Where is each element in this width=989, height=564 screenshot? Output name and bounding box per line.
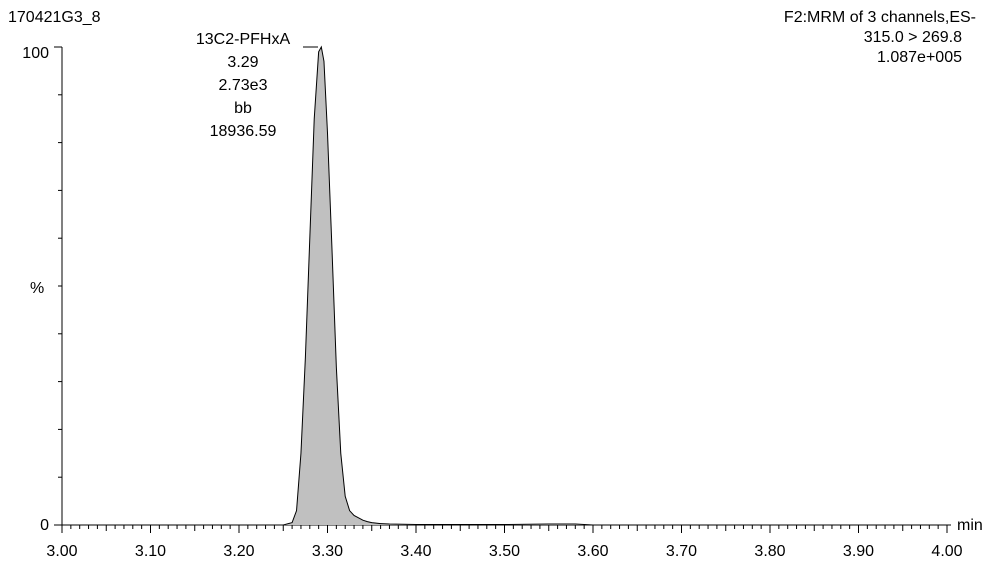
y-tick-label-0: 0 xyxy=(40,517,49,534)
x-tick-label: 3.10 xyxy=(135,543,166,560)
series-line xyxy=(62,45,947,526)
x-axis-label: min xyxy=(957,517,983,534)
transition-label: 315.0 > 269.8 xyxy=(864,29,962,46)
series xyxy=(62,45,947,526)
function-label: F2:MRM of 3 channels,ES- xyxy=(784,9,976,26)
x-tick-label: 3.00 xyxy=(46,543,77,560)
x-tick-label: 3.20 xyxy=(223,543,254,560)
peak-integration-type: bb xyxy=(234,100,252,117)
x-tick-label: 3.70 xyxy=(666,543,697,560)
peak-area-fill xyxy=(62,47,947,525)
y-tick-label-100: 100 xyxy=(22,45,49,62)
peak-retention-time: 3.29 xyxy=(227,54,258,71)
peak-area: 18936.59 xyxy=(210,123,277,140)
x-tick-label: 4.00 xyxy=(931,543,962,560)
sample-id: 170421G3_8 xyxy=(8,9,101,26)
x-tick-label: 3.60 xyxy=(577,543,608,560)
y-axis-label: % xyxy=(30,280,44,297)
x-tick-label: 3.50 xyxy=(489,543,520,560)
peak-name: 13C2-PFHxA xyxy=(196,31,291,48)
x-ticks: 3.00 3.10 3.20 3.30 3.40 3.50 3.60 3.70 3.80 3.90… xyxy=(46,525,963,560)
x-tick-label: 3.30 xyxy=(312,543,343,560)
x-tick-label: 3.80 xyxy=(754,543,785,560)
intensity-label: 1.087e+005 xyxy=(877,49,962,66)
peak-height: 2.73e3 xyxy=(219,77,268,94)
x-tick-label: 3.90 xyxy=(843,543,874,560)
x-tick-label: 3.40 xyxy=(400,543,431,560)
axes xyxy=(54,46,951,526)
